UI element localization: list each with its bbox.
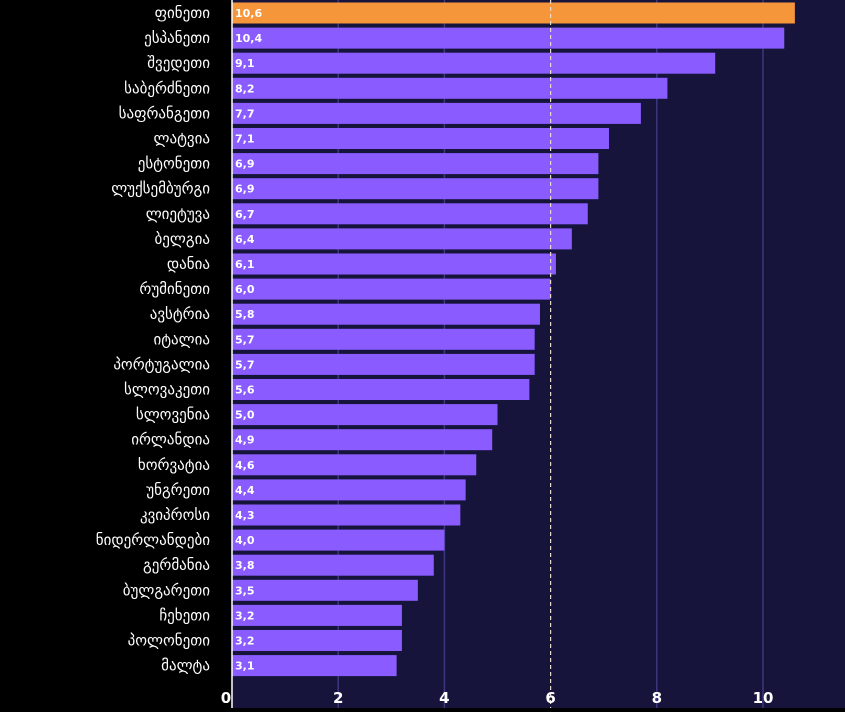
x-tick-label: 0 <box>221 689 231 707</box>
bar <box>232 404 498 426</box>
bar <box>232 630 402 651</box>
category-label: პოლონეთი <box>128 632 211 650</box>
x-tick-label: 8 <box>652 689 662 707</box>
data-label: 6,9 <box>235 158 255 171</box>
data-label: 4,0 <box>235 534 255 547</box>
category-label: ჩეხეთი <box>159 606 210 624</box>
data-label: 3,2 <box>235 609 255 622</box>
category-label: საბერძნეთი <box>124 79 210 97</box>
category-label: ხორვატია <box>138 456 210 474</box>
data-label: 5,0 <box>235 409 255 422</box>
category-label: უნგრეთი <box>146 481 210 499</box>
data-label: 3,1 <box>235 660 255 673</box>
category-label: რუმინეთი <box>139 280 210 298</box>
bar <box>232 77 668 99</box>
data-label: 6,0 <box>235 283 255 296</box>
category-label: გერმანია <box>143 556 210 574</box>
data-label: 7,1 <box>235 133 255 146</box>
x-tick-label: 10 <box>753 689 774 707</box>
bar <box>232 604 402 626</box>
data-label: 8,2 <box>235 82 255 95</box>
category-labels: ფინეთი ესპანეთი შვედეთი საბერძნეთი საფრანგეთ… <box>96 4 210 675</box>
category-label: ბელგია <box>155 230 210 248</box>
bar <box>232 228 572 250</box>
data-label: 3,2 <box>235 635 255 648</box>
data-label: 4,9 <box>235 434 255 447</box>
category-label: ავსტრია <box>150 305 210 323</box>
data-label: 6,9 <box>235 183 255 196</box>
category-label: კვიპროსი <box>140 506 210 524</box>
x-axis-ticks: 0 2 4 6 8 10 <box>221 689 774 707</box>
data-label: 6,7 <box>235 208 255 221</box>
category-label: ესტონეთი <box>138 155 211 173</box>
bar <box>232 303 540 325</box>
data-label: 5,8 <box>235 308 255 321</box>
bar <box>232 554 434 576</box>
bars <box>232 2 795 677</box>
bar <box>232 102 641 124</box>
category-label: ნიდერლანდები <box>96 531 210 549</box>
bar <box>232 328 535 350</box>
bar <box>232 479 466 501</box>
category-label: იტალია <box>153 330 210 348</box>
data-label: 10,6 <box>235 7 262 20</box>
category-label: სლოვენია <box>136 406 210 424</box>
category-label: შვედეთი <box>147 54 210 72</box>
data-label: 7,7 <box>235 107 255 120</box>
bar <box>232 429 493 451</box>
bar <box>232 529 445 551</box>
data-label: 9,1 <box>235 57 255 70</box>
bar <box>232 278 551 300</box>
data-label: 5,7 <box>235 333 255 346</box>
data-label: 6,1 <box>235 258 255 271</box>
bar <box>232 579 418 601</box>
bar <box>232 2 795 24</box>
data-label: 5,7 <box>235 358 255 371</box>
bar <box>232 655 397 677</box>
data-label: 4,6 <box>235 459 255 472</box>
data-label: 4,3 <box>235 509 255 522</box>
category-label: ლუქსემბურგი <box>111 180 210 198</box>
bar <box>232 353 535 375</box>
bar <box>232 178 599 200</box>
x-tick-label: 6 <box>545 689 555 707</box>
x-tick-label: 2 <box>333 689 343 707</box>
data-label: 10,4 <box>235 32 262 45</box>
category-label: პორტუგალია <box>113 355 210 373</box>
bar <box>232 153 599 175</box>
bar <box>232 128 610 149</box>
bar <box>232 504 461 526</box>
bar <box>232 27 785 49</box>
category-label: სლოვაკეთი <box>124 381 210 399</box>
category-label: ესპანეთი <box>144 29 210 47</box>
category-label: ლატვია <box>154 130 210 148</box>
bar <box>232 454 477 476</box>
data-label: 5,6 <box>235 384 255 397</box>
value-labels: 10,6 10,4 9,1 8,2 7,7 7,1 6,9 6,9 6,7 6,4 6,1 6,0 5,… <box>235 7 262 673</box>
category-label: ბულგარეთი <box>123 581 210 599</box>
bar <box>232 203 588 225</box>
data-label: 4,4 <box>235 484 255 497</box>
category-label: საფრანგეთი <box>119 104 211 122</box>
data-label: 6,4 <box>235 233 255 246</box>
bar <box>232 253 556 275</box>
category-label: დანია <box>167 255 210 273</box>
bar <box>232 379 530 400</box>
category-label: ფინეთი <box>155 4 211 22</box>
category-label: ლიეტუვა <box>146 205 210 223</box>
data-label: 3,5 <box>235 584 255 597</box>
bar <box>232 52 716 74</box>
category-label: მალტა <box>161 657 210 675</box>
category-label: ირლანდია <box>131 431 210 449</box>
x-tick-label: 4 <box>439 689 449 707</box>
data-label: 3,8 <box>235 559 255 572</box>
